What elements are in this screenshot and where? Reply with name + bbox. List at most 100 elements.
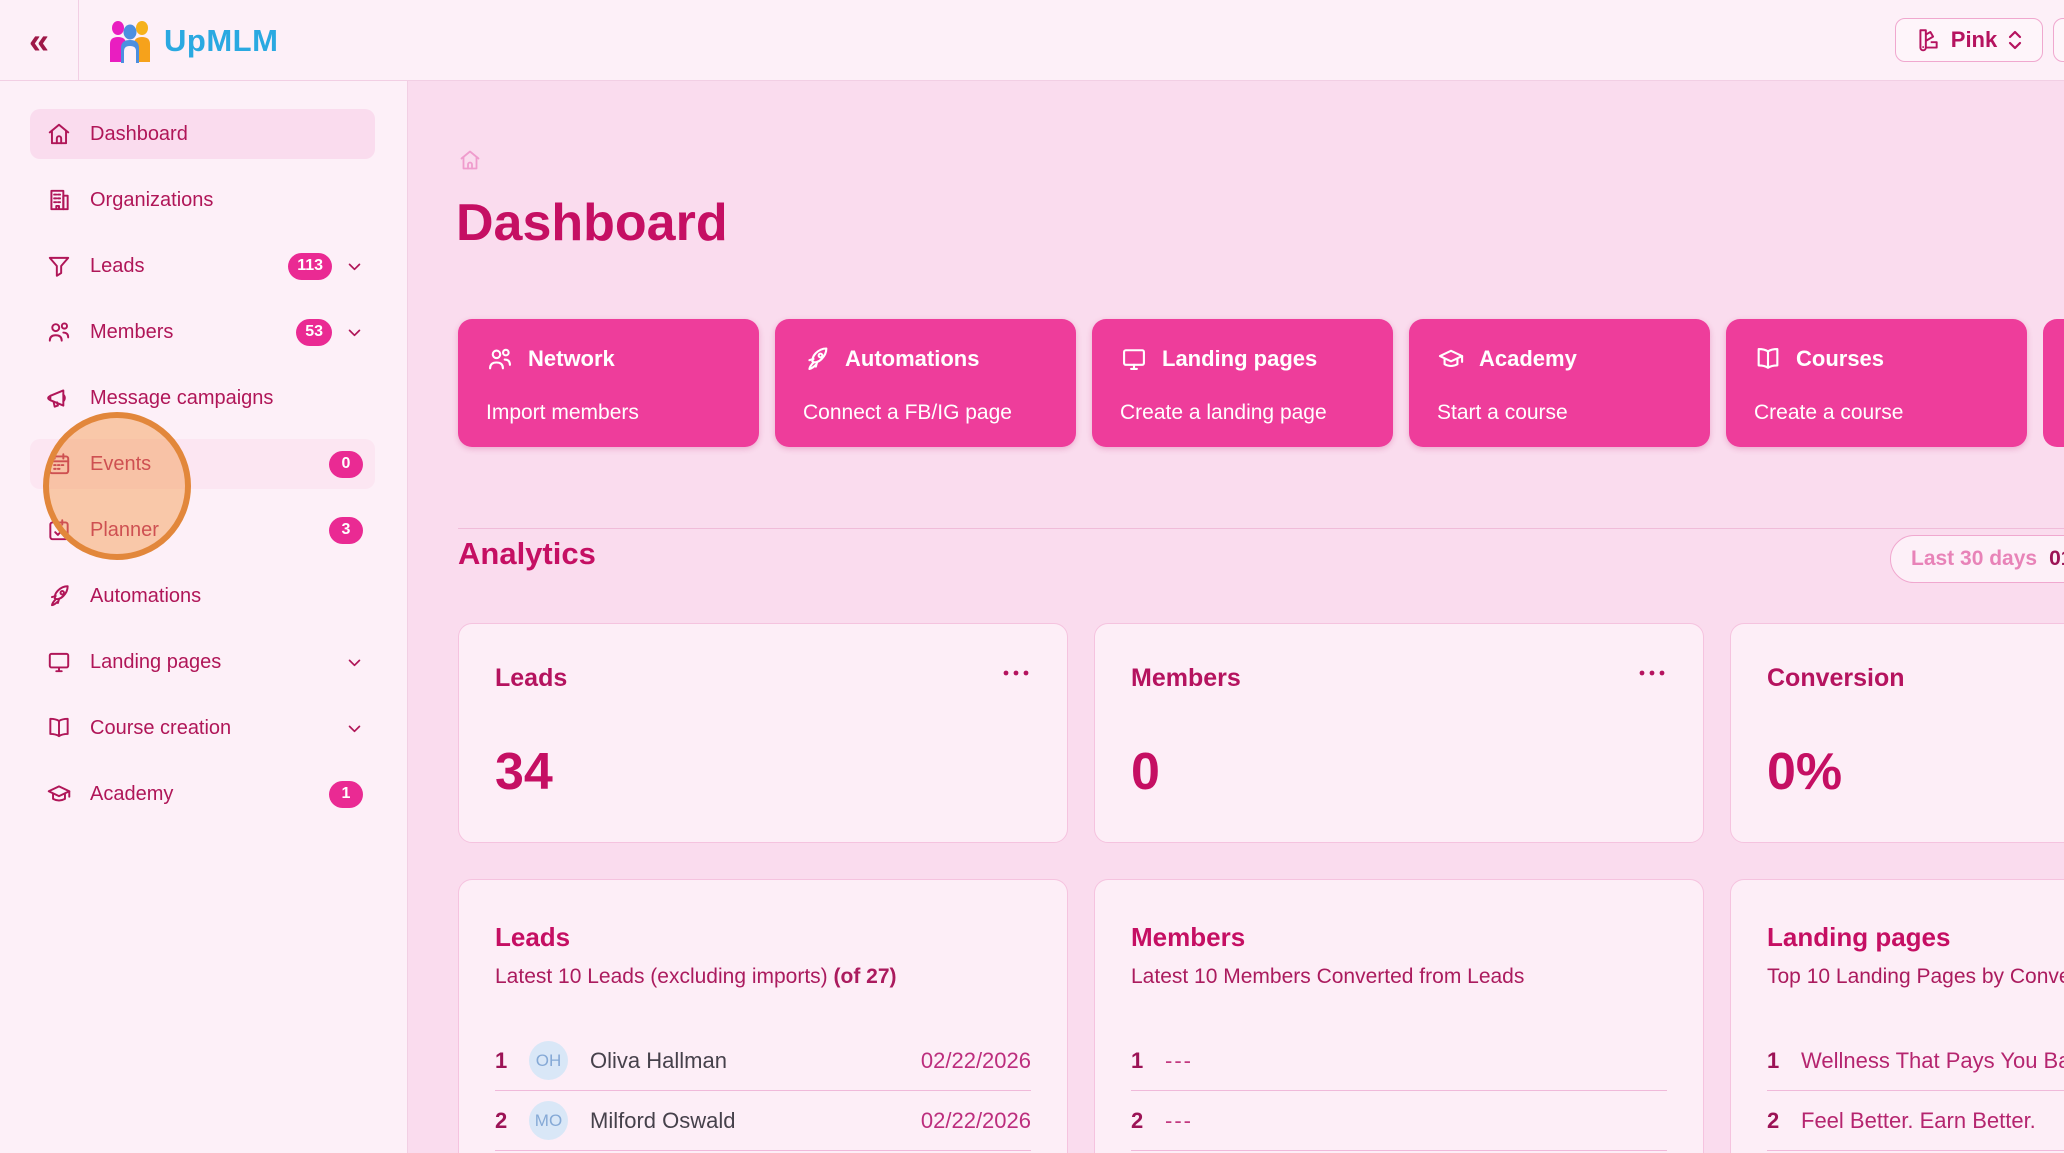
quick-action-automations[interactable]: Automations Connect a FB/IG page <box>775 319 1076 447</box>
members-count-badge: 53 <box>296 318 332 346</box>
building-icon <box>46 187 72 213</box>
brand-logo[interactable]: UpMLM <box>106 0 278 81</box>
theme-select-value: Pink <box>1950 27 1998 52</box>
sidebar-item-automations[interactable]: Automations <box>30 571 375 621</box>
sidebar-item-academy[interactable]: Academy 1 <box>30 769 375 819</box>
list-title: Landing pages <box>1767 922 1951 952</box>
planner-check-icon <box>46 517 72 543</box>
row-number: 2 <box>495 1107 508 1133</box>
quick-action-subtitle: Connect a FB/IG page <box>803 401 1012 424</box>
list-item[interactable]: 1 OH Oliva Hallman 02/22/2026 <box>495 1031 1031 1091</box>
stat-title: Leads <box>495 664 568 692</box>
sidebar-item-label: Academy <box>90 782 174 805</box>
sidebar-item-members[interactable]: Members 53 <box>30 307 375 357</box>
rocket-icon <box>803 345 831 373</box>
quick-action-subtitle: Import members <box>486 401 639 424</box>
list-item[interactable]: 2 MO Milford Oswald 02/22/2026 <box>495 1091 1031 1151</box>
analytics-heading: Analytics <box>458 536 596 571</box>
stat-value: 0% <box>1767 743 1843 801</box>
stat-cards-row: Leads 34 Members 0 Conversion 0% <box>458 623 2064 843</box>
sidebar-item-dashboard[interactable]: Dashboard <box>30 109 375 159</box>
open-book-icon <box>1754 345 1782 373</box>
sidebar-item-message-campaigns[interactable]: Message campaigns <box>30 373 375 423</box>
brand-name: UpMLM <box>164 22 279 58</box>
quick-action-landing-pages[interactable]: Landing pages Create a landing page <box>1092 319 1393 447</box>
sidebar-item-course-creation[interactable]: Course creation <box>30 703 375 753</box>
sidebar-item-label: Events <box>90 452 152 475</box>
list-card-leads: Leads Latest 10 Leads (excluding imports… <box>458 879 1068 1153</box>
chevron-down-icon[interactable] <box>346 258 363 275</box>
list-item[interactable]: 1 Wellness That Pays You Back <box>1767 1031 2064 1091</box>
quick-action-network[interactable]: Network Import members <box>458 319 759 447</box>
sidebar-item-label: Course creation <box>90 716 232 739</box>
list-item[interactable]: 1 --- <box>1131 1031 1667 1091</box>
ellipsis-menu-icon[interactable] <box>1635 666 1669 680</box>
landing-page-name: Feel Better. Earn Better. <box>1801 1107 2036 1133</box>
quick-action-title: Courses <box>1796 346 1885 371</box>
row-number: 2 <box>1767 1107 1780 1133</box>
stat-card-conversion: Conversion 0% <box>1730 623 2064 843</box>
stat-value: 34 <box>495 743 553 801</box>
list-subtitle: Latest 10 Leads (excluding imports) (of … <box>495 965 1031 989</box>
date-range-value: 01/2 <box>2049 547 2064 570</box>
sidebar-nav: Dashboard Organizations Leads 113 Member… <box>0 81 408 1153</box>
graduation-cap-icon <box>46 781 72 807</box>
theme-select[interactable]: Pink <box>1895 18 2043 62</box>
list-subtitle: Top 10 Landing Pages by Convers <box>1767 965 2064 988</box>
list-item[interactable]: 2 Feel Better. Earn Better. <box>1767 1091 2064 1151</box>
sidebar-item-planner[interactable]: Planner 3 <box>30 505 375 555</box>
academy-count-badge: 1 <box>329 780 363 808</box>
sidebar-item-events[interactable]: Events 0 <box>30 439 375 489</box>
calendar-icon <box>46 451 72 477</box>
quick-action-title: Automations <box>845 346 980 371</box>
list-items: 1 --- 2 --- <box>1131 1031 1667 1151</box>
sidebar-item-organizations[interactable]: Organizations <box>30 175 375 225</box>
sidebar-item-landing-pages[interactable]: Landing pages <box>30 637 375 687</box>
sidebar-item-label: Leads <box>90 254 145 277</box>
chevron-down-icon[interactable] <box>346 720 363 737</box>
home-icon <box>46 121 72 147</box>
landing-page-name: Wellness That Pays You Back <box>1801 1047 2064 1073</box>
chevron-down-icon[interactable] <box>346 654 363 671</box>
monitor-icon <box>46 649 72 675</box>
quick-action-title: Academy <box>1479 346 1577 371</box>
avatar: OH <box>529 1041 568 1080</box>
topbar-partial-button[interactable] <box>2053 18 2064 62</box>
row-number: 1 <box>495 1047 508 1073</box>
main-content: Dashboard Network Import members Automat… <box>409 81 2064 1153</box>
list-item[interactable]: 2 --- <box>1131 1091 1667 1151</box>
stat-card-leads: Leads 34 <box>458 623 1068 843</box>
breadcrumb-home-icon[interactable] <box>458 148 482 172</box>
row-number: 2 <box>1131 1107 1144 1133</box>
stat-card-members: Members 0 <box>1094 623 1704 843</box>
quick-action-partial-card[interactable] <box>2043 319 2064 447</box>
leads-count-badge: 113 <box>288 252 332 280</box>
member-placeholder: --- <box>1165 1107 1193 1133</box>
collapse-icon: « <box>28 19 50 61</box>
list-subtitle-count: (of 27) <box>833 965 897 988</box>
palette-icon <box>1915 27 1941 53</box>
funnel-icon <box>46 253 72 279</box>
stat-title: Members <box>1131 664 1241 692</box>
stat-value: 0 <box>1131 743 1160 801</box>
sidebar-collapse-button[interactable]: « <box>0 0 79 81</box>
list-card-members: Members Latest 10 Members Converted from… <box>1094 879 1704 1153</box>
date-range-picker[interactable]: Last 30 days 01/2 <box>1890 535 2064 583</box>
stat-title: Conversion <box>1767 664 1905 692</box>
sidebar-item-leads[interactable]: Leads 113 <box>30 241 375 291</box>
planner-count-badge: 3 <box>329 516 363 544</box>
open-book-icon <box>46 715 72 741</box>
section-divider <box>458 528 2064 529</box>
people-icon <box>46 319 72 345</box>
quick-action-courses[interactable]: Courses Create a course <box>1726 319 2027 447</box>
list-title: Leads <box>495 922 571 952</box>
ellipsis-menu-icon[interactable] <box>999 666 1033 680</box>
graduation-cap-icon <box>1437 345 1465 373</box>
page-title: Dashboard <box>456 194 728 252</box>
avatar: MO <box>529 1101 568 1140</box>
list-subtitle-text: Latest 10 Leads (excluding imports) <box>495 965 828 988</box>
list-items: 1 Wellness That Pays You Back 2 Feel Bet… <box>1767 1031 2064 1151</box>
select-updown-icon <box>2007 29 2023 51</box>
chevron-down-icon[interactable] <box>346 324 363 341</box>
quick-action-academy[interactable]: Academy Start a course <box>1409 319 1710 447</box>
